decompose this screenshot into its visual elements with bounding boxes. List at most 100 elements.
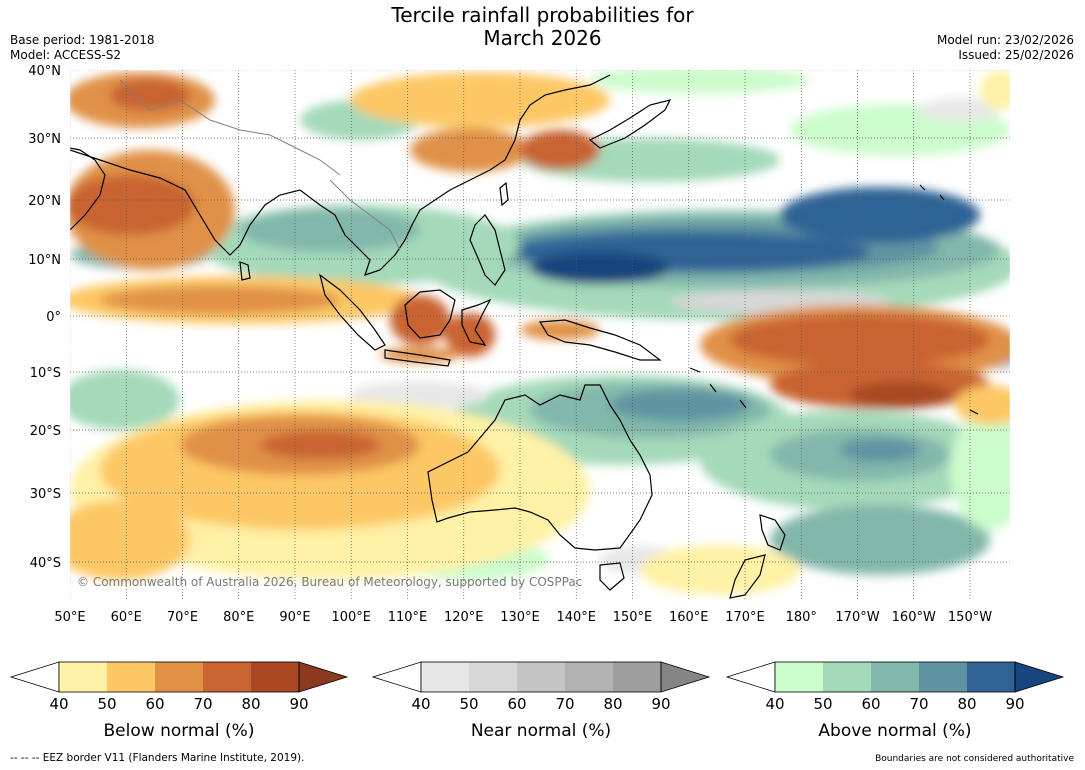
colorbar-segment bbox=[823, 662, 871, 692]
lon-label: 180° bbox=[786, 610, 817, 625]
colorbar-tick-label: 80 bbox=[241, 695, 260, 713]
colorbar-tick-label: 80 bbox=[603, 695, 622, 713]
lon-label: 70°E bbox=[167, 610, 198, 625]
border-line-2 bbox=[329, 179, 401, 251]
colorbar-tick-label: 40 bbox=[765, 695, 784, 713]
coastlines bbox=[70, 74, 979, 599]
colorbar-extend-high bbox=[298, 661, 349, 693]
lon-label: 140°E bbox=[556, 610, 596, 625]
lon-label: 160°W bbox=[892, 610, 936, 625]
colorbar-title: Near normal (%) bbox=[471, 721, 611, 741]
tasmania-coast bbox=[599, 562, 625, 591]
lon-label: 100°E bbox=[331, 610, 371, 625]
map-title: Tercile rainfall probabilities for March… bbox=[0, 4, 1085, 50]
map-panel: © Commonwealth of Australia 2026, Bureau… bbox=[70, 70, 1010, 600]
new-zealand-south-coast bbox=[729, 554, 766, 599]
colorbar-segment bbox=[59, 662, 107, 692]
border-line-1 bbox=[119, 79, 341, 176]
lon-label: 170°W bbox=[835, 610, 879, 625]
title-line-1: Tercile rainfall probabilities for bbox=[391, 3, 694, 27]
colorbar-1: 40 50 60 70 80 90 Below normal (%) bbox=[9, 661, 349, 741]
colorbar-segment bbox=[203, 662, 251, 692]
latitude-labels: 40°N 30°N 20°N 10°N 0° 10°S 20°S 30°S 40°S bbox=[28, 64, 61, 571]
issued-text: Issued: 25/02/2026 bbox=[958, 48, 1074, 62]
lon-label: 130°E bbox=[500, 610, 540, 625]
colorbar-segment bbox=[871, 662, 919, 692]
meta-right: Model run: 23/02/2026 Issued: 25/02/2026 bbox=[937, 33, 1074, 63]
colorbar-segment bbox=[775, 662, 823, 692]
colorbar-tick-label: 50 bbox=[813, 695, 832, 713]
arabia-coast bbox=[70, 147, 106, 231]
lat-label: 40°N bbox=[28, 64, 61, 79]
map-frame bbox=[69, 69, 1011, 601]
borneo-coast bbox=[404, 289, 456, 339]
meta-left: Base period: 1981-2018 Model: ACCESS-S2 bbox=[10, 33, 155, 63]
lon-label: 110°E bbox=[388, 610, 428, 625]
colorbar-extend-high bbox=[1014, 661, 1065, 693]
copyright-notice: © Commonwealth of Australia 2026, Bureau… bbox=[77, 575, 582, 589]
lon-label: 170°E bbox=[725, 610, 765, 625]
lat-label: 30°N bbox=[28, 132, 61, 147]
lat-label: 30°S bbox=[30, 487, 61, 502]
japan-coast bbox=[588, 99, 672, 149]
model-run-text: Model run: 23/02/2026 bbox=[936, 33, 1074, 47]
new-zealand-north-coast bbox=[759, 514, 786, 551]
new-guinea-coast bbox=[538, 319, 662, 361]
colorbar-tick-label: 40 bbox=[411, 695, 430, 713]
colorbar-segment bbox=[421, 662, 469, 692]
pacific-islands-coast bbox=[689, 184, 979, 415]
lon-label: 50°E bbox=[54, 610, 85, 625]
colorbar-segment bbox=[967, 662, 1015, 692]
philippines-coast bbox=[469, 214, 506, 286]
colorbar-3: 40 50 60 70 80 90 Above normal (%) bbox=[725, 661, 1065, 741]
colorbar-tick-label: 70 bbox=[193, 695, 212, 713]
colorbar-extend-high bbox=[660, 661, 711, 693]
lat-label: 20°N bbox=[28, 194, 61, 209]
colorbar-segment bbox=[251, 662, 299, 692]
colorbar-tick-label: 80 bbox=[957, 695, 976, 713]
probability-shading bbox=[70, 70, 1010, 595]
colorbar-segment bbox=[919, 662, 967, 692]
colorbar-segment bbox=[565, 662, 613, 692]
lon-label: 120°E bbox=[444, 610, 484, 625]
colorbar-tick-label: 70 bbox=[555, 695, 574, 713]
lon-label: 150°E bbox=[613, 610, 653, 625]
java-coast bbox=[384, 349, 451, 367]
lon-label: 150°W bbox=[948, 610, 992, 625]
colorbar-extend-low bbox=[371, 661, 422, 693]
sumatra-coast bbox=[319, 273, 386, 351]
colorbar-outline bbox=[774, 661, 1016, 693]
colorbar-outline bbox=[420, 661, 662, 693]
model-text: Model: ACCESS-S2 bbox=[10, 48, 122, 62]
sri-lanka-coast bbox=[239, 261, 251, 281]
colorbar-tick-label: 70 bbox=[909, 695, 928, 713]
colorbar-tick-label: 50 bbox=[459, 695, 478, 713]
colorbar-outline bbox=[58, 661, 300, 693]
australia-coast bbox=[427, 384, 653, 551]
colorbar-tick-label: 60 bbox=[145, 695, 164, 713]
lat-label: 20°S bbox=[30, 424, 61, 439]
colorbar-tick-label: 40 bbox=[49, 695, 68, 713]
eez-footnote: -- -- -- EEZ border V11 (Flanders Marine… bbox=[10, 752, 305, 764]
colorbar-tick-label: 50 bbox=[97, 695, 116, 713]
lon-label: 90°E bbox=[279, 610, 310, 625]
longitude-labels: 50°E 60°E 70°E 80°E 90°E 100°E 110°E 120°E 130°E… bbox=[54, 610, 992, 625]
boundaries-footnote: Boundaries are not considered authoritat… bbox=[875, 754, 1074, 764]
colorbar-title: Below normal (%) bbox=[104, 721, 255, 741]
gridlines bbox=[70, 70, 1010, 600]
base-period-text: Base period: 1981-2018 bbox=[10, 33, 155, 47]
title-line-2: March 2026 bbox=[483, 26, 602, 50]
lat-label: 10°S bbox=[30, 366, 61, 381]
lat-label: 10°N bbox=[28, 253, 61, 268]
colorbar-tick-label: 60 bbox=[861, 695, 880, 713]
colorbar-title: Above normal (%) bbox=[818, 721, 971, 741]
asia-mainland-coast bbox=[70, 74, 611, 276]
colorbar-legends: 40 50 60 70 80 90 Below normal (%) 40 50 60 70 80 90… bbox=[9, 661, 1065, 741]
colorbar-extend-low bbox=[725, 661, 776, 693]
lon-label: 80°E bbox=[223, 610, 254, 625]
colorbar-tick-label: 90 bbox=[1005, 695, 1024, 713]
taiwan-coast bbox=[499, 181, 509, 207]
colorbar-tick-label: 60 bbox=[507, 695, 526, 713]
